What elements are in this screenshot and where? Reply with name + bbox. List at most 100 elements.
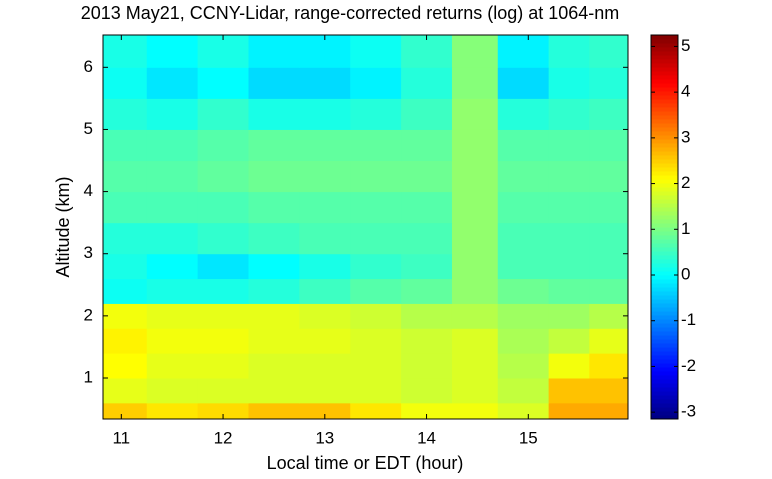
heatmap-cell: [589, 98, 629, 130]
heatmap-cell: [451, 377, 499, 404]
colorbar-segment: [651, 107, 678, 112]
heatmap-cell: [548, 67, 590, 99]
heatmap-cell: [103, 377, 148, 404]
x-tick-label: 12: [214, 428, 233, 447]
colorbar-segment: [651, 359, 678, 364]
y-tick-label: 4: [84, 181, 93, 200]
heatmap-cell: [401, 222, 453, 255]
heatmap-cell: [589, 160, 629, 193]
colorbar-segment: [651, 59, 678, 64]
heatmap-cell: [497, 35, 550, 68]
heatmap-cell: [350, 67, 402, 99]
heatmap-cell: [401, 67, 453, 99]
colorbar-segment: [651, 43, 678, 48]
heatmap-cell: [350, 222, 402, 255]
heatmap-cell: [451, 98, 499, 130]
colorbar-segment: [651, 47, 678, 52]
colorbar-segment: [651, 135, 678, 140]
heatmap-cell: [589, 278, 629, 304]
colorbar-segment: [651, 303, 678, 308]
heatmap-cell: [146, 303, 199, 329]
heatmap-cell: [548, 35, 590, 68]
heatmap-cell: [451, 191, 499, 224]
heatmap-cell: [451, 129, 499, 162]
colorbar-segment: [651, 391, 678, 396]
colorbar-segment: [651, 139, 678, 144]
heatmap-cell: [248, 328, 300, 354]
heatmap-cell: [451, 160, 499, 193]
colorbar-segment: [651, 123, 678, 128]
colorbar-segment: [651, 315, 678, 320]
heatmap-cell: [299, 353, 351, 379]
colorbar-segment: [651, 399, 678, 404]
colorbar-tick-label: -3: [681, 402, 696, 421]
heatmap-cell: [401, 303, 453, 329]
colorbar-segment: [651, 411, 678, 416]
heatmap-cell: [548, 303, 590, 329]
heatmap-cell: [146, 402, 199, 420]
heatmap-cell: [497, 222, 550, 255]
heatmap-cell: [350, 98, 402, 130]
colorbar-segment: [651, 127, 678, 132]
colorbar-segment: [651, 39, 678, 44]
heatmap-cell: [401, 98, 453, 130]
heatmap-cell: [497, 129, 550, 162]
heatmap-cell: [401, 35, 453, 68]
heatmap-cell: [248, 191, 300, 224]
heatmap-cell: [451, 222, 499, 255]
x-tick-label: 15: [519, 428, 538, 447]
colorbar-segment: [651, 67, 678, 72]
heatmap-cell: [248, 353, 300, 379]
colorbar-segment: [651, 159, 678, 164]
x-tick-label: 11: [112, 428, 130, 447]
heatmap-cell: [350, 402, 402, 420]
heatmap-cell: [548, 377, 590, 404]
heatmap-cell: [146, 191, 199, 224]
colorbar-segment: [651, 331, 678, 336]
heatmap-cell: [548, 222, 590, 255]
heatmap-cell: [497, 303, 550, 329]
heatmap-cell: [497, 328, 550, 354]
heatmap-cell: [401, 129, 453, 162]
colorbar-segment: [651, 375, 678, 380]
heatmap-cell: [146, 353, 199, 379]
heatmap-cell: [589, 67, 629, 99]
colorbar-segment: [651, 371, 678, 376]
heatmap-cell: [103, 129, 148, 162]
colorbar-frame: [650, 34, 679, 420]
colorbar-segment: [651, 379, 678, 384]
y-tick-label: 6: [84, 57, 93, 76]
heatmap-cell: [350, 129, 402, 162]
y-tick-label: 1: [84, 367, 93, 386]
heatmap-cell: [146, 35, 199, 68]
colorbar-tick-label: -2: [681, 356, 696, 375]
heatmap-cell: [197, 222, 249, 255]
heatmap-cell: [299, 129, 351, 162]
heatmap-cell: [299, 222, 351, 255]
colorbar-segment: [651, 219, 678, 224]
heatmap-cell: [401, 353, 453, 379]
heatmap-cell: [548, 278, 590, 304]
heatmap-cell: [589, 191, 629, 224]
heatmap-cell: [103, 160, 148, 193]
colorbar-tick-label: 3: [681, 127, 690, 146]
heatmap-cell: [197, 191, 249, 224]
heatmap-cell: [248, 278, 300, 304]
colorbar-segment: [651, 287, 678, 292]
heatmap-cell: [589, 303, 629, 329]
heatmap-cell: [589, 377, 629, 404]
heatmap-cell: [548, 353, 590, 379]
x-tick-label: 14: [417, 428, 436, 447]
heatmap-cell: [299, 253, 351, 280]
heatmap-cell: [497, 98, 550, 130]
heatmap-cell: [401, 160, 453, 193]
heatmap-cell: [350, 377, 402, 404]
heatmap-cell: [248, 402, 300, 420]
colorbar-segment: [651, 63, 678, 68]
heatmap-cell: [451, 303, 499, 329]
heatmap-cell: [589, 353, 629, 379]
colorbar-segment: [651, 203, 678, 208]
colorbar-segment: [651, 251, 678, 256]
colorbar-segment: [651, 151, 678, 156]
